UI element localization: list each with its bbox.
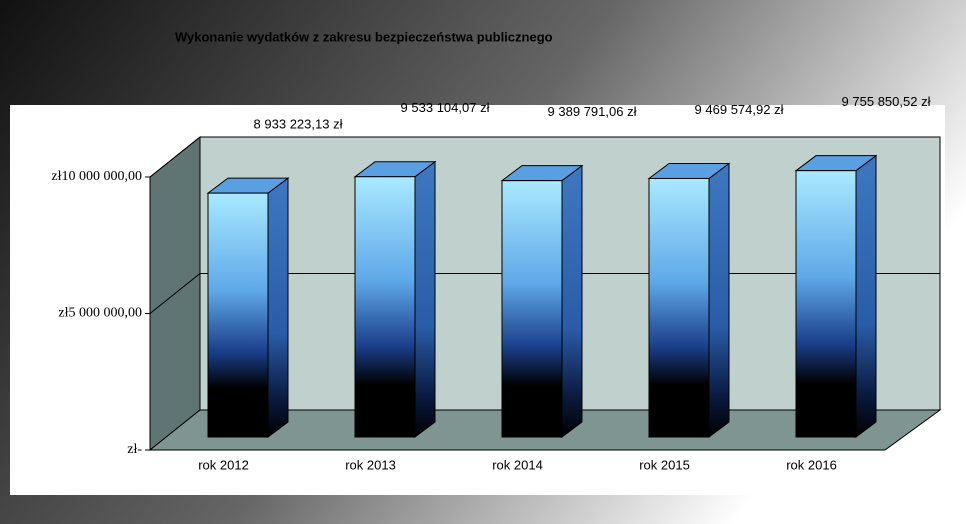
bar	[207, 192, 269, 438]
data-label: 8 933 223,13 zł	[254, 117, 343, 132]
x-tick-label: rok 2016	[786, 457, 837, 472]
bar	[795, 170, 857, 438]
bar-side	[561, 164, 583, 438]
data-label: 9 469 574,92 zł	[695, 102, 784, 117]
data-label: 9 389 791,06 zł	[548, 104, 637, 119]
y-tick-label: zł5 000 000,00	[58, 306, 142, 321]
x-tick-label: rok 2013	[345, 457, 396, 472]
chart-title: Wykonanie wydatków z zakresu bezpieczeńs…	[175, 29, 553, 44]
bar-side	[708, 162, 730, 438]
y-tick-label: zł-	[127, 442, 142, 457]
bar-side	[855, 154, 877, 438]
y-tick-label: zł10 000 000,00	[51, 169, 142, 184]
bar-side	[414, 160, 436, 438]
data-label: 9 533 104,07 zł	[401, 100, 490, 115]
x-tick-label: rok 2015	[639, 457, 690, 472]
bar	[354, 176, 416, 438]
bar	[501, 180, 563, 438]
grid-line	[149, 136, 940, 178]
x-tick-label: rok 2014	[492, 457, 543, 472]
data-label: 9 755 850,52 zł	[842, 94, 931, 109]
x-tick-label: rok 2012	[198, 457, 249, 472]
bar	[648, 177, 710, 438]
bar-side	[267, 177, 289, 438]
